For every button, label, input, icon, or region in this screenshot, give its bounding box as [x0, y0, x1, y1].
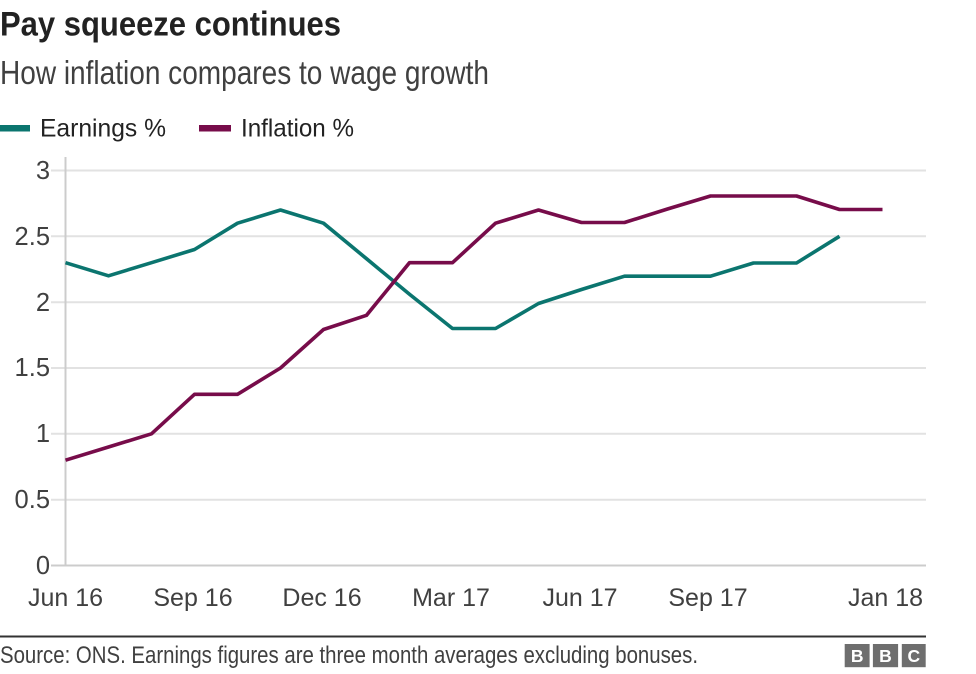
svg-text:Mar 17: Mar 17 — [412, 584, 490, 612]
svg-text:0: 0 — [36, 552, 50, 580]
svg-text:Earnings %: Earnings % — [40, 114, 166, 142]
svg-text:Jun 17: Jun 17 — [542, 584, 617, 612]
svg-text:2: 2 — [36, 289, 50, 317]
svg-text:3: 3 — [36, 157, 50, 185]
svg-text:Dec 16: Dec 16 — [282, 584, 361, 612]
svg-text:Sep 17: Sep 17 — [668, 584, 747, 612]
svg-text:B: B — [851, 646, 864, 666]
svg-text:Source: ONS. Earnings figures: Source: ONS. Earnings figures are three … — [0, 642, 698, 669]
svg-text:2.5: 2.5 — [15, 223, 50, 251]
svg-text:Jun 16: Jun 16 — [28, 584, 103, 612]
svg-text:How inflation compares to wage: How inflation compares to wage growth — [0, 55, 489, 92]
svg-text:C: C — [907, 646, 920, 666]
svg-text:Pay squeeze continues: Pay squeeze continues — [0, 6, 341, 44]
svg-text:0.5: 0.5 — [15, 486, 50, 514]
svg-text:1: 1 — [36, 420, 50, 448]
svg-text:1.5: 1.5 — [15, 354, 50, 382]
svg-text:Inflation %: Inflation % — [241, 114, 354, 142]
svg-text:Sep 16: Sep 16 — [153, 584, 232, 612]
svg-text:Jan 18: Jan 18 — [848, 584, 923, 612]
svg-text:B: B — [879, 646, 892, 666]
